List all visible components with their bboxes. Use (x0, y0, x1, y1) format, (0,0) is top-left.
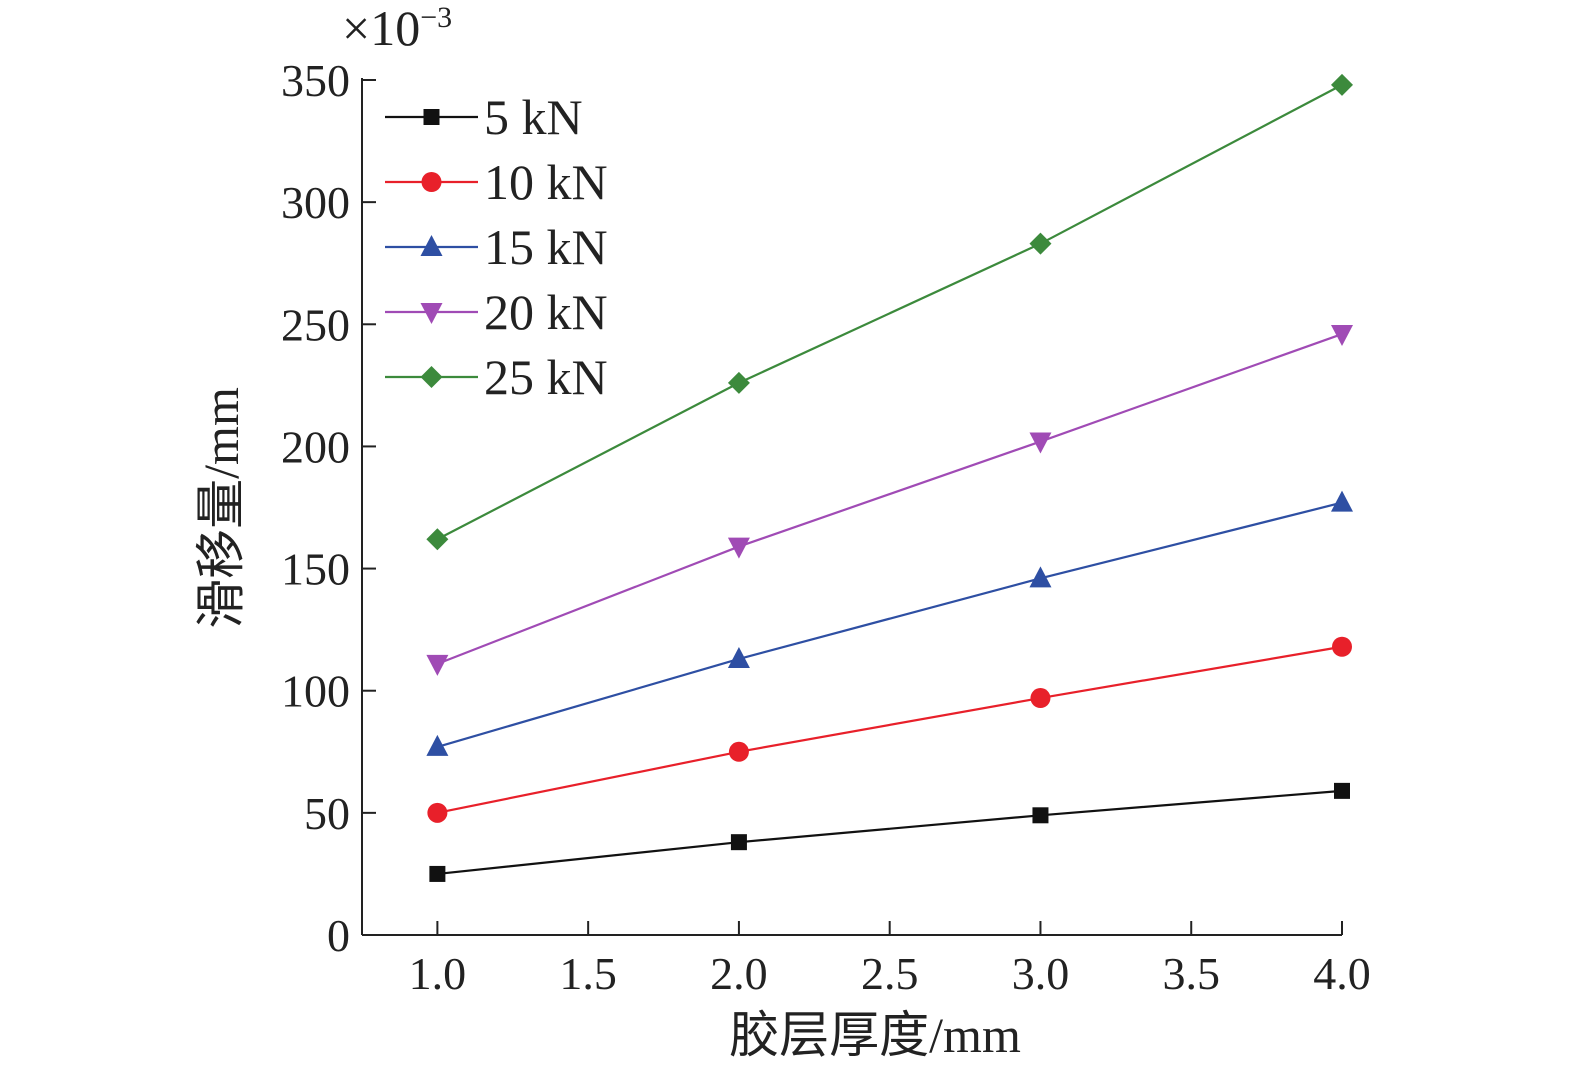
data-point (1332, 636, 1352, 657)
legend-label: 5 kN (484, 89, 583, 145)
legend-marker (420, 235, 443, 256)
data-point (427, 802, 448, 823)
series-10kn (427, 636, 1352, 823)
legend-marker (423, 109, 440, 125)
data-point (1331, 73, 1353, 96)
legend-marker (420, 303, 443, 324)
data-point (1331, 325, 1353, 347)
data-point (727, 371, 750, 394)
legend-item: 15 kN (385, 219, 608, 275)
y-tick-label: 150 (281, 544, 350, 595)
data-point (727, 537, 750, 559)
y-tick-label: 350 (281, 55, 350, 106)
series-5kn (429, 782, 1350, 882)
y-tick-label: 50 (304, 788, 350, 839)
y-axis-title: 滑移量/mm (193, 387, 249, 629)
axes (361, 78, 1342, 936)
data-point (728, 741, 749, 762)
x-tick-label: 1.5 (559, 948, 617, 999)
series-layer (426, 73, 1353, 882)
y-tick-label: 250 (281, 299, 350, 350)
y-multiplier-label: ×10−3 (342, 0, 452, 56)
data-point (1334, 782, 1350, 799)
data-point (730, 834, 747, 851)
y-tick-label: 100 (281, 666, 350, 717)
legend-item: 5 kN (385, 89, 583, 145)
x-tick-label: 1.0 (409, 948, 467, 999)
data-point (426, 734, 449, 756)
legend-marker (421, 172, 442, 192)
data-point (1029, 432, 1052, 454)
x-tick-label: 3.0 (1012, 948, 1070, 999)
data-point (1029, 566, 1052, 588)
series-line (437, 645, 1343, 814)
series-20kn (426, 325, 1353, 676)
x-tick-label: 4.0 (1313, 948, 1371, 999)
y-tick-label: 200 (281, 421, 350, 472)
y-ticks: 0 50 100 150 200 250 300 350 (281, 55, 376, 961)
x-tick-label: 2.5 (861, 948, 919, 999)
series-line (436, 333, 1343, 665)
legend-item: 20 kN (385, 284, 608, 340)
data-point (727, 646, 750, 668)
legend: 5 kN 10 kN 15 kN 20 kN 25 kN (385, 89, 608, 405)
data-point (1030, 688, 1051, 709)
legend-label: 20 kN (484, 284, 608, 340)
series-line (437, 501, 1343, 748)
y-tick-label: 300 (281, 177, 350, 228)
data-point (1032, 807, 1049, 824)
legend-label: 10 kN (484, 154, 608, 210)
legend-marker (420, 366, 443, 388)
legend-label: 25 kN (484, 349, 608, 405)
data-point (426, 654, 449, 676)
x-tick-label: 2.0 (710, 948, 768, 999)
data-point (429, 865, 446, 882)
series-25kn (426, 73, 1353, 551)
series-15kn (426, 490, 1353, 756)
x-ticks: 1.0 1.5 2.0 2.5 3.0 3.5 4.0 (409, 921, 1371, 999)
legend-item: 10 kN (385, 154, 608, 210)
x-tick-label: 3.5 (1162, 948, 1220, 999)
legend-item: 25 kN (385, 349, 608, 405)
data-point (1331, 490, 1353, 512)
legend-label: 15 kN (484, 219, 608, 275)
x-axis-title: 胶层厚度/mm (729, 1007, 1021, 1063)
y-tick-label: 0 (327, 910, 350, 961)
series-line (436, 83, 1343, 541)
series-line (437, 789, 1343, 876)
data-point (426, 528, 449, 551)
data-point (1029, 232, 1052, 255)
